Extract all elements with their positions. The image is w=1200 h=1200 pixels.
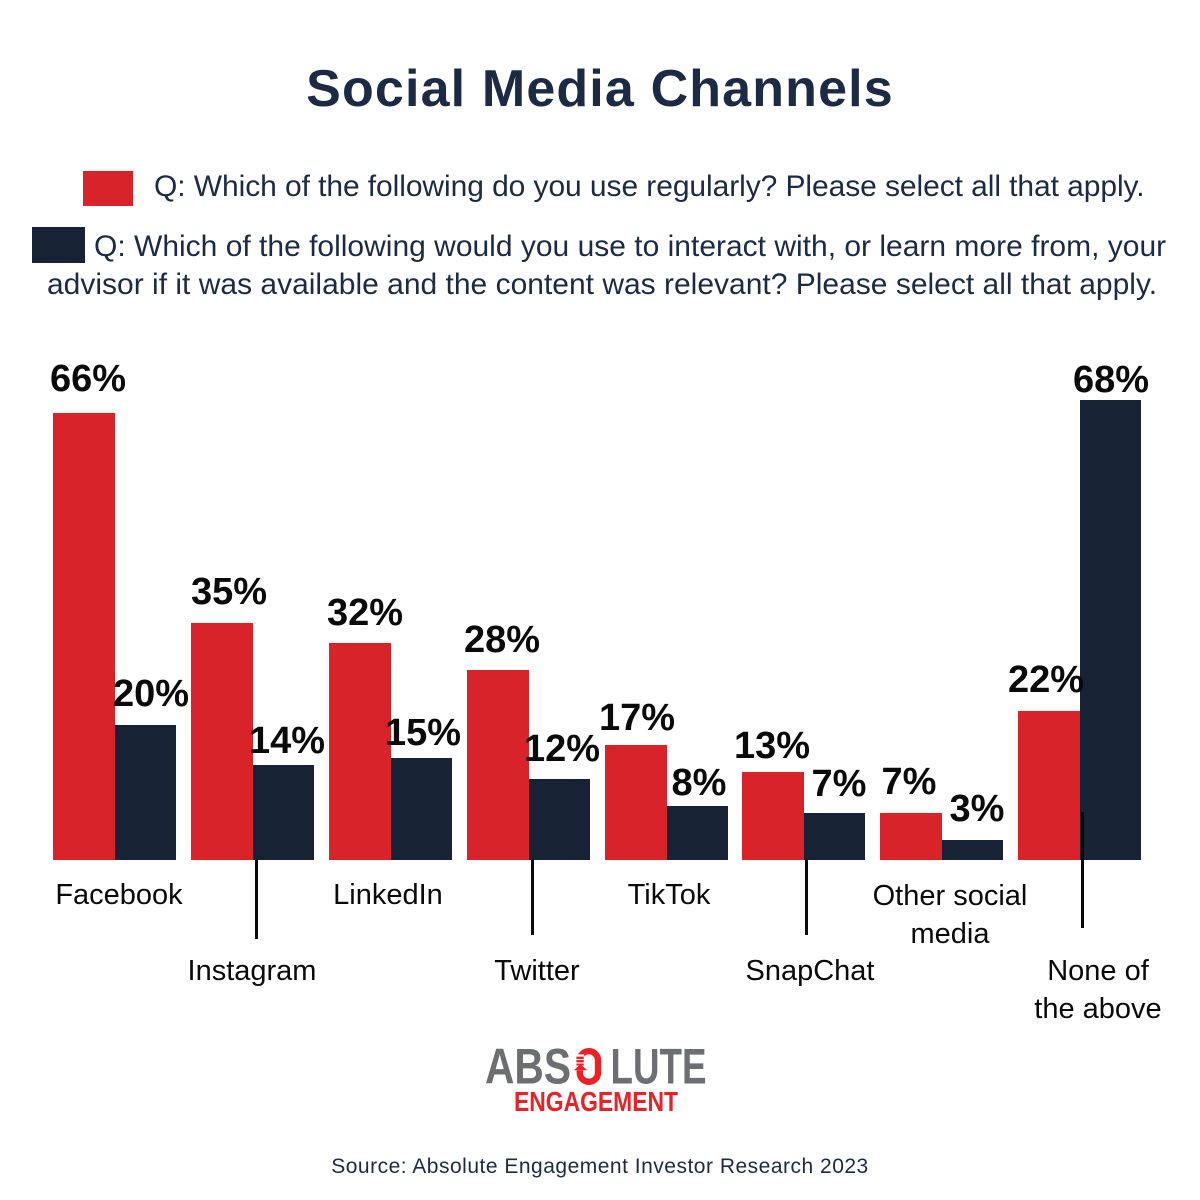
svg-text:ABS: ABS [485,1040,571,1095]
svg-text:LUTE: LUTE [611,1040,707,1095]
svg-text:ENGAGEMENT: ENGAGEMENT [514,1086,678,1117]
